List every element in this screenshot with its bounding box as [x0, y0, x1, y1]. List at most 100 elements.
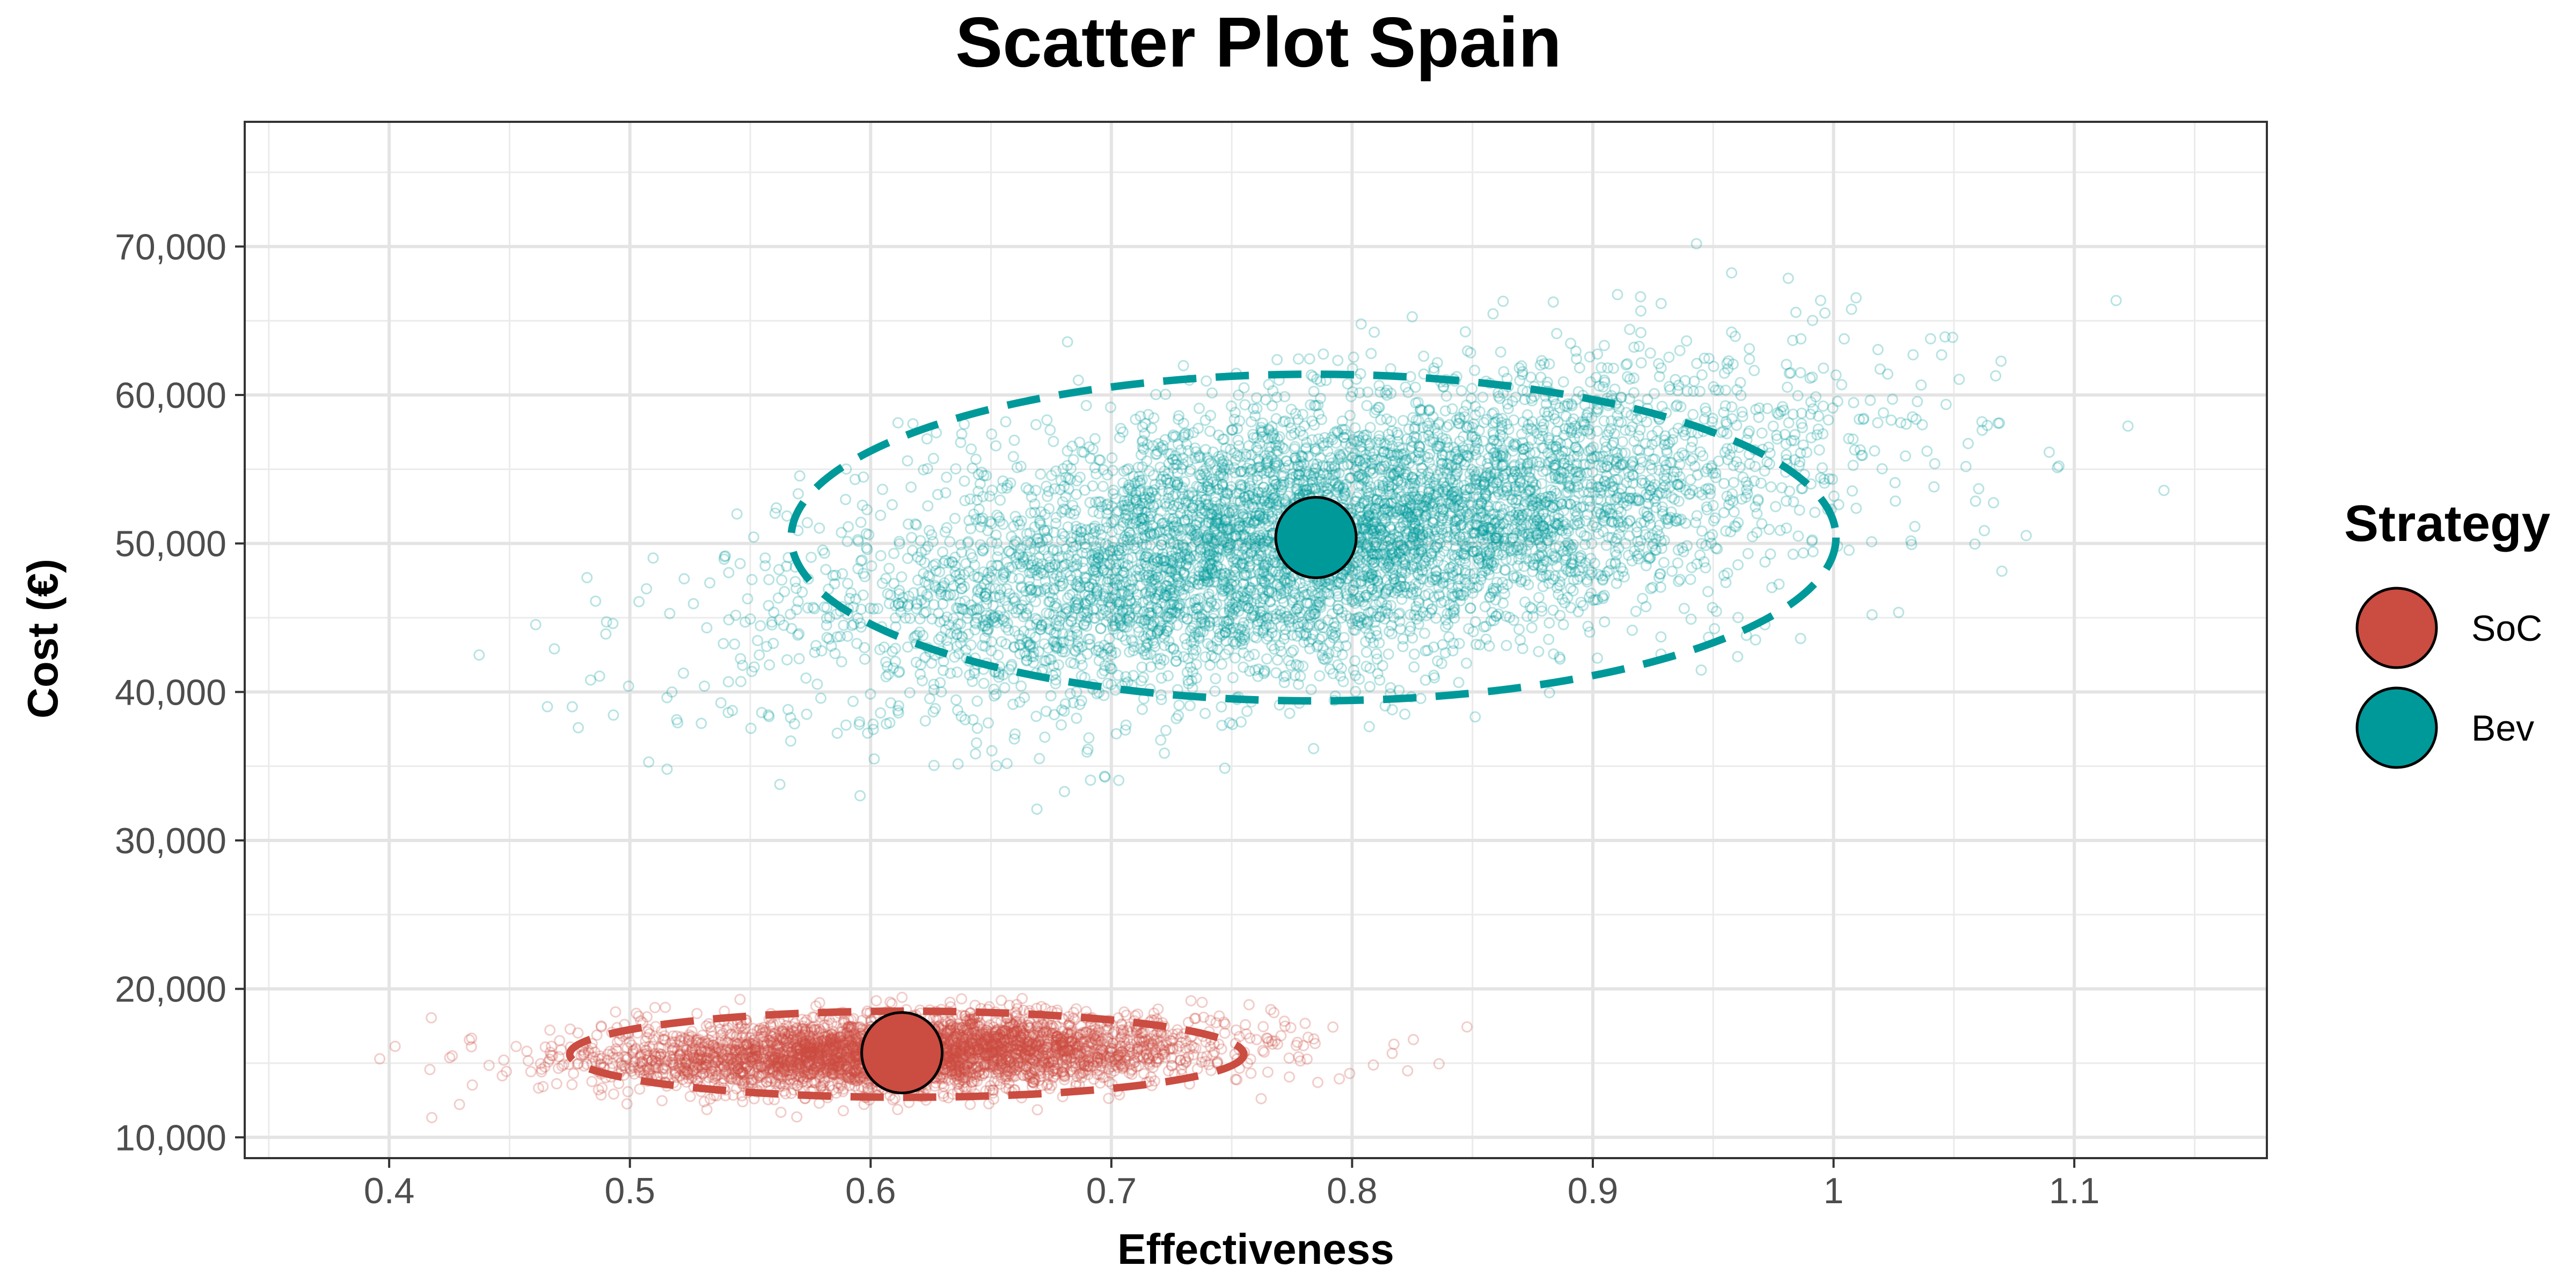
data-point [1105, 1043, 1117, 1055]
data-point [578, 1060, 590, 1072]
data-point [828, 1067, 840, 1079]
data-point [952, 1056, 964, 1067]
data-point [758, 1036, 770, 1048]
data-point [943, 1036, 955, 1048]
data-point [1042, 1049, 1054, 1060]
data-point [830, 1054, 841, 1066]
data-point [949, 1074, 961, 1086]
data-point [740, 1039, 752, 1051]
data-point [992, 1041, 1004, 1053]
data-point [1283, 1052, 1295, 1064]
data-point [521, 1045, 533, 1057]
data-point [1097, 1033, 1109, 1044]
data-point [749, 1043, 760, 1055]
data-point [1108, 1065, 1120, 1077]
data-point [962, 1066, 974, 1078]
data-point [1011, 1016, 1022, 1027]
panel-background [245, 122, 2267, 1158]
data-point [967, 1033, 979, 1044]
data-point [767, 1044, 779, 1056]
data-point [1011, 1026, 1022, 1037]
data-point [1021, 1044, 1033, 1056]
grid-minor [245, 122, 2267, 1158]
data-point [964, 1052, 976, 1064]
data-point [734, 1047, 746, 1059]
data-point [817, 1077, 829, 1089]
data-point [747, 1053, 759, 1065]
data-point [770, 1033, 782, 1044]
data-point [1201, 1050, 1213, 1062]
data-point [1147, 1050, 1159, 1062]
data-point [1090, 1034, 1101, 1046]
data-point [1299, 1018, 1311, 1029]
data-point [797, 1055, 809, 1067]
data-point [592, 1053, 604, 1065]
data-point [1099, 1038, 1111, 1050]
data-point [748, 1023, 759, 1035]
data-point [847, 1042, 859, 1054]
data-point [954, 1051, 966, 1063]
data-point [1040, 1064, 1051, 1075]
data-point [804, 1055, 816, 1066]
data-point [1015, 1025, 1026, 1037]
data-point [670, 1065, 682, 1077]
data-point [950, 1053, 962, 1065]
data-point [811, 1041, 823, 1052]
data-point [589, 1046, 601, 1058]
data-point [839, 1040, 851, 1051]
data-point [1014, 1036, 1026, 1048]
data-point [708, 1053, 720, 1065]
data-point [1052, 1034, 1064, 1045]
data-point [1024, 1045, 1036, 1057]
data-point [1095, 1061, 1107, 1072]
data-point [720, 1066, 732, 1078]
data-point [805, 1037, 817, 1049]
data-point [1134, 1051, 1146, 1062]
data-point [740, 1063, 751, 1074]
data-point [810, 1000, 822, 1012]
data-point [814, 997, 825, 1008]
data-point [846, 1073, 858, 1085]
data-point [830, 1069, 841, 1081]
data-point [772, 1052, 784, 1064]
data-point [778, 1022, 789, 1034]
data-point [1075, 1060, 1087, 1072]
data-point [1005, 1062, 1016, 1073]
data-point [1058, 1032, 1070, 1044]
data-point [833, 1059, 845, 1071]
data-point [823, 1041, 835, 1052]
data-point [1056, 1041, 1068, 1052]
data-point [745, 1051, 757, 1063]
data-point [817, 1040, 829, 1052]
data-point [650, 1051, 662, 1063]
data-point [1111, 1050, 1123, 1062]
data-point [1043, 1057, 1055, 1069]
data-points [374, 238, 2170, 1123]
data-point [961, 1056, 973, 1068]
data-point [793, 1042, 805, 1053]
data-point [1179, 1053, 1191, 1065]
data-point [1018, 1069, 1029, 1081]
data-point [1024, 1070, 1036, 1081]
data-point [738, 1041, 750, 1052]
data-point [1094, 1065, 1106, 1076]
data-point [815, 1036, 827, 1047]
data-point [978, 1059, 990, 1071]
data-point [988, 1055, 1000, 1066]
data-point [699, 1067, 711, 1079]
data-point [955, 1038, 967, 1050]
data-point [781, 1054, 793, 1066]
data-point [847, 1024, 859, 1036]
data-point [718, 1039, 729, 1051]
data-point [1196, 1056, 1208, 1068]
data-point [1080, 1048, 1092, 1059]
data-point [964, 1007, 976, 1019]
data-point [1152, 1003, 1164, 1015]
data-point [848, 1062, 859, 1073]
data-point [627, 1044, 639, 1056]
data-point [634, 1066, 646, 1078]
data-point [699, 1059, 711, 1071]
data-point [836, 1046, 847, 1058]
data-point [1216, 1043, 1227, 1055]
data-point [1043, 1067, 1055, 1079]
